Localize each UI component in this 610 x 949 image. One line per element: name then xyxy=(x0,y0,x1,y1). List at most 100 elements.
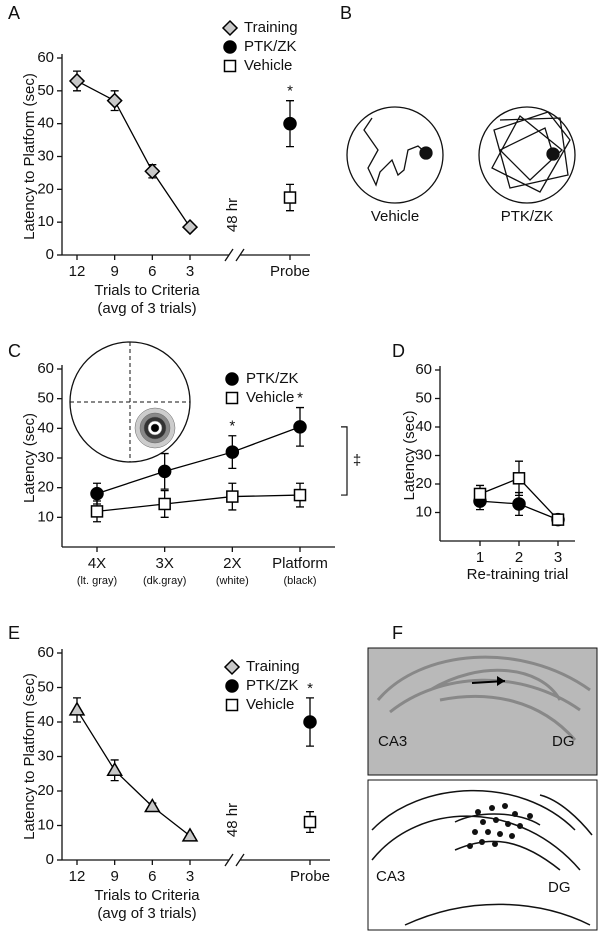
x-axis-label: Re-training trial xyxy=(467,566,569,583)
marker xyxy=(223,658,241,676)
legend-label: PTK/ZK xyxy=(246,677,299,694)
y-tick-label: 0 xyxy=(46,851,54,868)
quadrant-lines xyxy=(70,342,190,462)
x-axis-sublabel: (avg of 3 trials) xyxy=(97,905,196,922)
category-note: (white) xyxy=(216,575,249,587)
y-tick-label: 0 xyxy=(46,246,54,263)
x-tick-label: 1 xyxy=(476,549,484,566)
marker xyxy=(90,505,104,518)
marker xyxy=(293,420,307,434)
y-tick-label: 20 xyxy=(37,782,54,799)
panel-b xyxy=(346,106,576,204)
x-tick-label: 12 xyxy=(69,868,86,885)
break-label: 48 hr xyxy=(224,803,241,837)
y-axis-label: Latency to Platform (sec) xyxy=(21,673,38,840)
x-tick-label: 4X xyxy=(88,555,106,572)
diagram xyxy=(367,779,598,931)
x-tick-label: 6 xyxy=(148,868,156,885)
y-tick-label: 50 xyxy=(37,390,54,407)
marker xyxy=(303,815,317,829)
y-tick-label: 20 xyxy=(37,479,54,496)
significance-star: * xyxy=(229,418,235,435)
x-tick-label: Probe xyxy=(270,263,310,280)
x-axis-label: Trials to Criteria xyxy=(94,887,200,904)
y-tick-label: 30 xyxy=(37,449,54,466)
histology-image xyxy=(367,647,598,776)
marker xyxy=(181,219,199,236)
y-tick-label: 40 xyxy=(37,419,54,436)
inset xyxy=(69,341,191,463)
marker xyxy=(512,472,526,485)
pool xyxy=(478,106,576,204)
marker xyxy=(512,497,526,511)
legend-label: Vehicle xyxy=(246,389,294,406)
axis-break xyxy=(224,248,245,262)
panel-letter: F xyxy=(392,623,403,643)
series-line xyxy=(96,494,301,513)
legend-label: Vehicle xyxy=(244,57,292,74)
series-line xyxy=(96,426,301,495)
panel-letter: B xyxy=(340,3,352,23)
pool xyxy=(346,106,444,204)
y-tick-label: 10 xyxy=(415,503,432,520)
marker xyxy=(181,827,199,842)
panel-letter: D xyxy=(392,341,405,361)
arrowhead xyxy=(497,676,505,686)
y-tick-label: 40 xyxy=(415,418,432,435)
platform xyxy=(546,147,560,161)
legend-label: PTK/ZK xyxy=(246,370,299,387)
marker xyxy=(283,191,297,204)
break-label: 48 hr xyxy=(224,198,241,232)
y-tick-label: 50 xyxy=(415,389,432,406)
x-tick-label: Probe xyxy=(290,868,330,885)
series-line xyxy=(76,80,191,228)
swim-path xyxy=(491,111,571,193)
marker xyxy=(293,488,307,502)
marker xyxy=(225,679,239,693)
swim-path xyxy=(363,117,427,187)
marker xyxy=(158,497,171,511)
x-tick-label: 3X xyxy=(155,555,173,572)
bracket-label: ‡ xyxy=(353,452,361,469)
marker xyxy=(226,490,239,503)
y-tick-label: 60 xyxy=(37,360,54,377)
lesion-sites xyxy=(467,803,533,849)
significance-star: * xyxy=(287,83,293,100)
target-ring xyxy=(150,423,160,433)
platform xyxy=(419,146,433,160)
y-tick-label: 50 xyxy=(37,678,54,695)
legend-label: Vehicle xyxy=(246,696,294,713)
category-note: (lt. gray) xyxy=(77,575,117,587)
y-axis-label: Latency (sec) xyxy=(401,410,418,500)
marker xyxy=(223,40,237,54)
region-label: DG xyxy=(552,733,575,750)
marker xyxy=(225,391,239,405)
bracket xyxy=(341,426,348,496)
x-tick-label: 3 xyxy=(186,868,194,885)
series-line xyxy=(76,709,191,837)
marker xyxy=(225,698,239,712)
panel-letter: C xyxy=(8,341,21,361)
significance-star: * xyxy=(297,390,303,407)
marker xyxy=(157,464,172,479)
y-tick-label: 30 xyxy=(37,747,54,764)
panel-letter: E xyxy=(8,623,20,643)
marker xyxy=(144,163,161,180)
marker xyxy=(223,59,237,73)
legend-label: Training xyxy=(246,658,300,675)
y-tick-label: 50 xyxy=(37,82,54,99)
y-tick-label: 10 xyxy=(37,508,54,525)
x-tick-label: Platform xyxy=(272,555,328,572)
panel-f xyxy=(367,647,598,931)
legend-label: PTK/ZK xyxy=(244,38,297,55)
category-note: (dk.gray) xyxy=(143,575,186,587)
category-note: (black) xyxy=(283,575,316,587)
x-tick-label: 12 xyxy=(69,263,86,280)
tissue xyxy=(376,655,591,741)
marker xyxy=(303,715,317,729)
y-tick-label: 40 xyxy=(37,713,54,730)
label: Vehicle xyxy=(371,208,419,225)
marker xyxy=(283,116,297,131)
outline xyxy=(371,789,593,926)
